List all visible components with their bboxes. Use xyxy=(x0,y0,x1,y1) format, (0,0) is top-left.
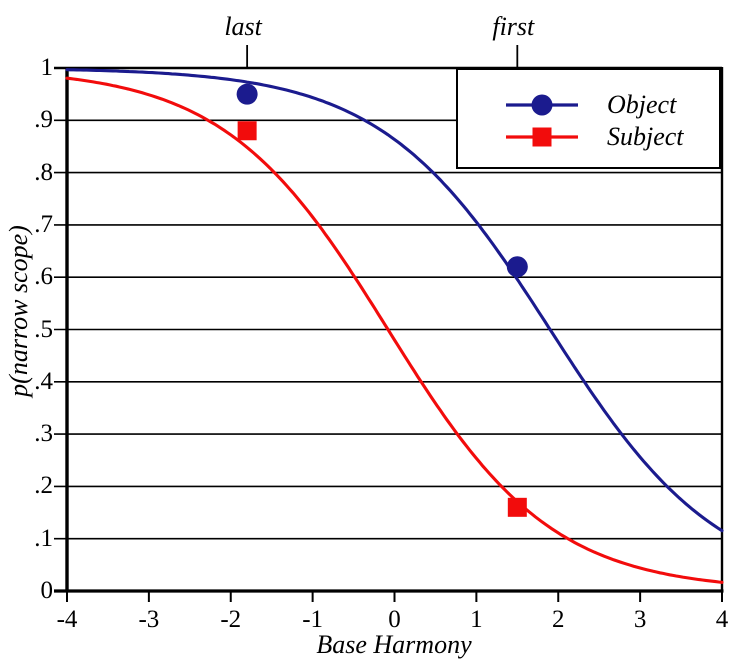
x-axis-title: Base Harmony xyxy=(316,630,472,659)
object-curve xyxy=(65,68,724,533)
y-tick-label: .3 xyxy=(34,420,53,448)
legend-entry-object: Object xyxy=(504,90,676,120)
object-point xyxy=(236,83,258,105)
annotation-label-first: first xyxy=(492,12,535,41)
legend-object-marker-icon xyxy=(531,94,553,116)
legend-entry-subject: Subject xyxy=(504,122,684,152)
x-tick-label: 1 xyxy=(470,606,483,633)
x-tick-label: -1 xyxy=(302,606,324,633)
y-tick-label: 0 xyxy=(40,577,54,604)
x-tick-label: -4 xyxy=(56,606,78,633)
y-tick-label: .2 xyxy=(34,472,53,500)
subject-point xyxy=(507,497,527,517)
legend-subject-marker-icon xyxy=(532,127,552,147)
legend-object-sample xyxy=(506,94,578,116)
y-tick-label: .7 xyxy=(34,210,53,238)
x-tick-label: 2 xyxy=(552,606,565,633)
y-tick-label: 1 xyxy=(40,54,54,81)
y-tick-label: .6 xyxy=(34,263,53,291)
y-tick-label: .9 xyxy=(34,106,53,134)
legend-subject-sample xyxy=(506,127,578,147)
y-tick-label: .8 xyxy=(34,158,53,186)
x-tick-label: -2 xyxy=(220,606,242,633)
legend-box: Object Subject xyxy=(456,68,721,169)
y-tick-label: .1 xyxy=(34,524,53,552)
x-tick-label: 3 xyxy=(633,606,647,633)
subject-curve xyxy=(65,76,724,584)
y-tick-label: .5 xyxy=(34,315,53,343)
y-tick-label: .4 xyxy=(34,367,53,395)
subject-point xyxy=(237,121,257,141)
legend-subject-label: Subject xyxy=(607,122,684,151)
annotation-label-last: last xyxy=(224,12,262,41)
legend-object-label: Object xyxy=(607,90,677,119)
x-tick-label: 4 xyxy=(715,606,729,633)
x-tick-label: -3 xyxy=(138,606,160,633)
object-point xyxy=(506,256,528,278)
x-tick-label: 0 xyxy=(388,606,401,633)
